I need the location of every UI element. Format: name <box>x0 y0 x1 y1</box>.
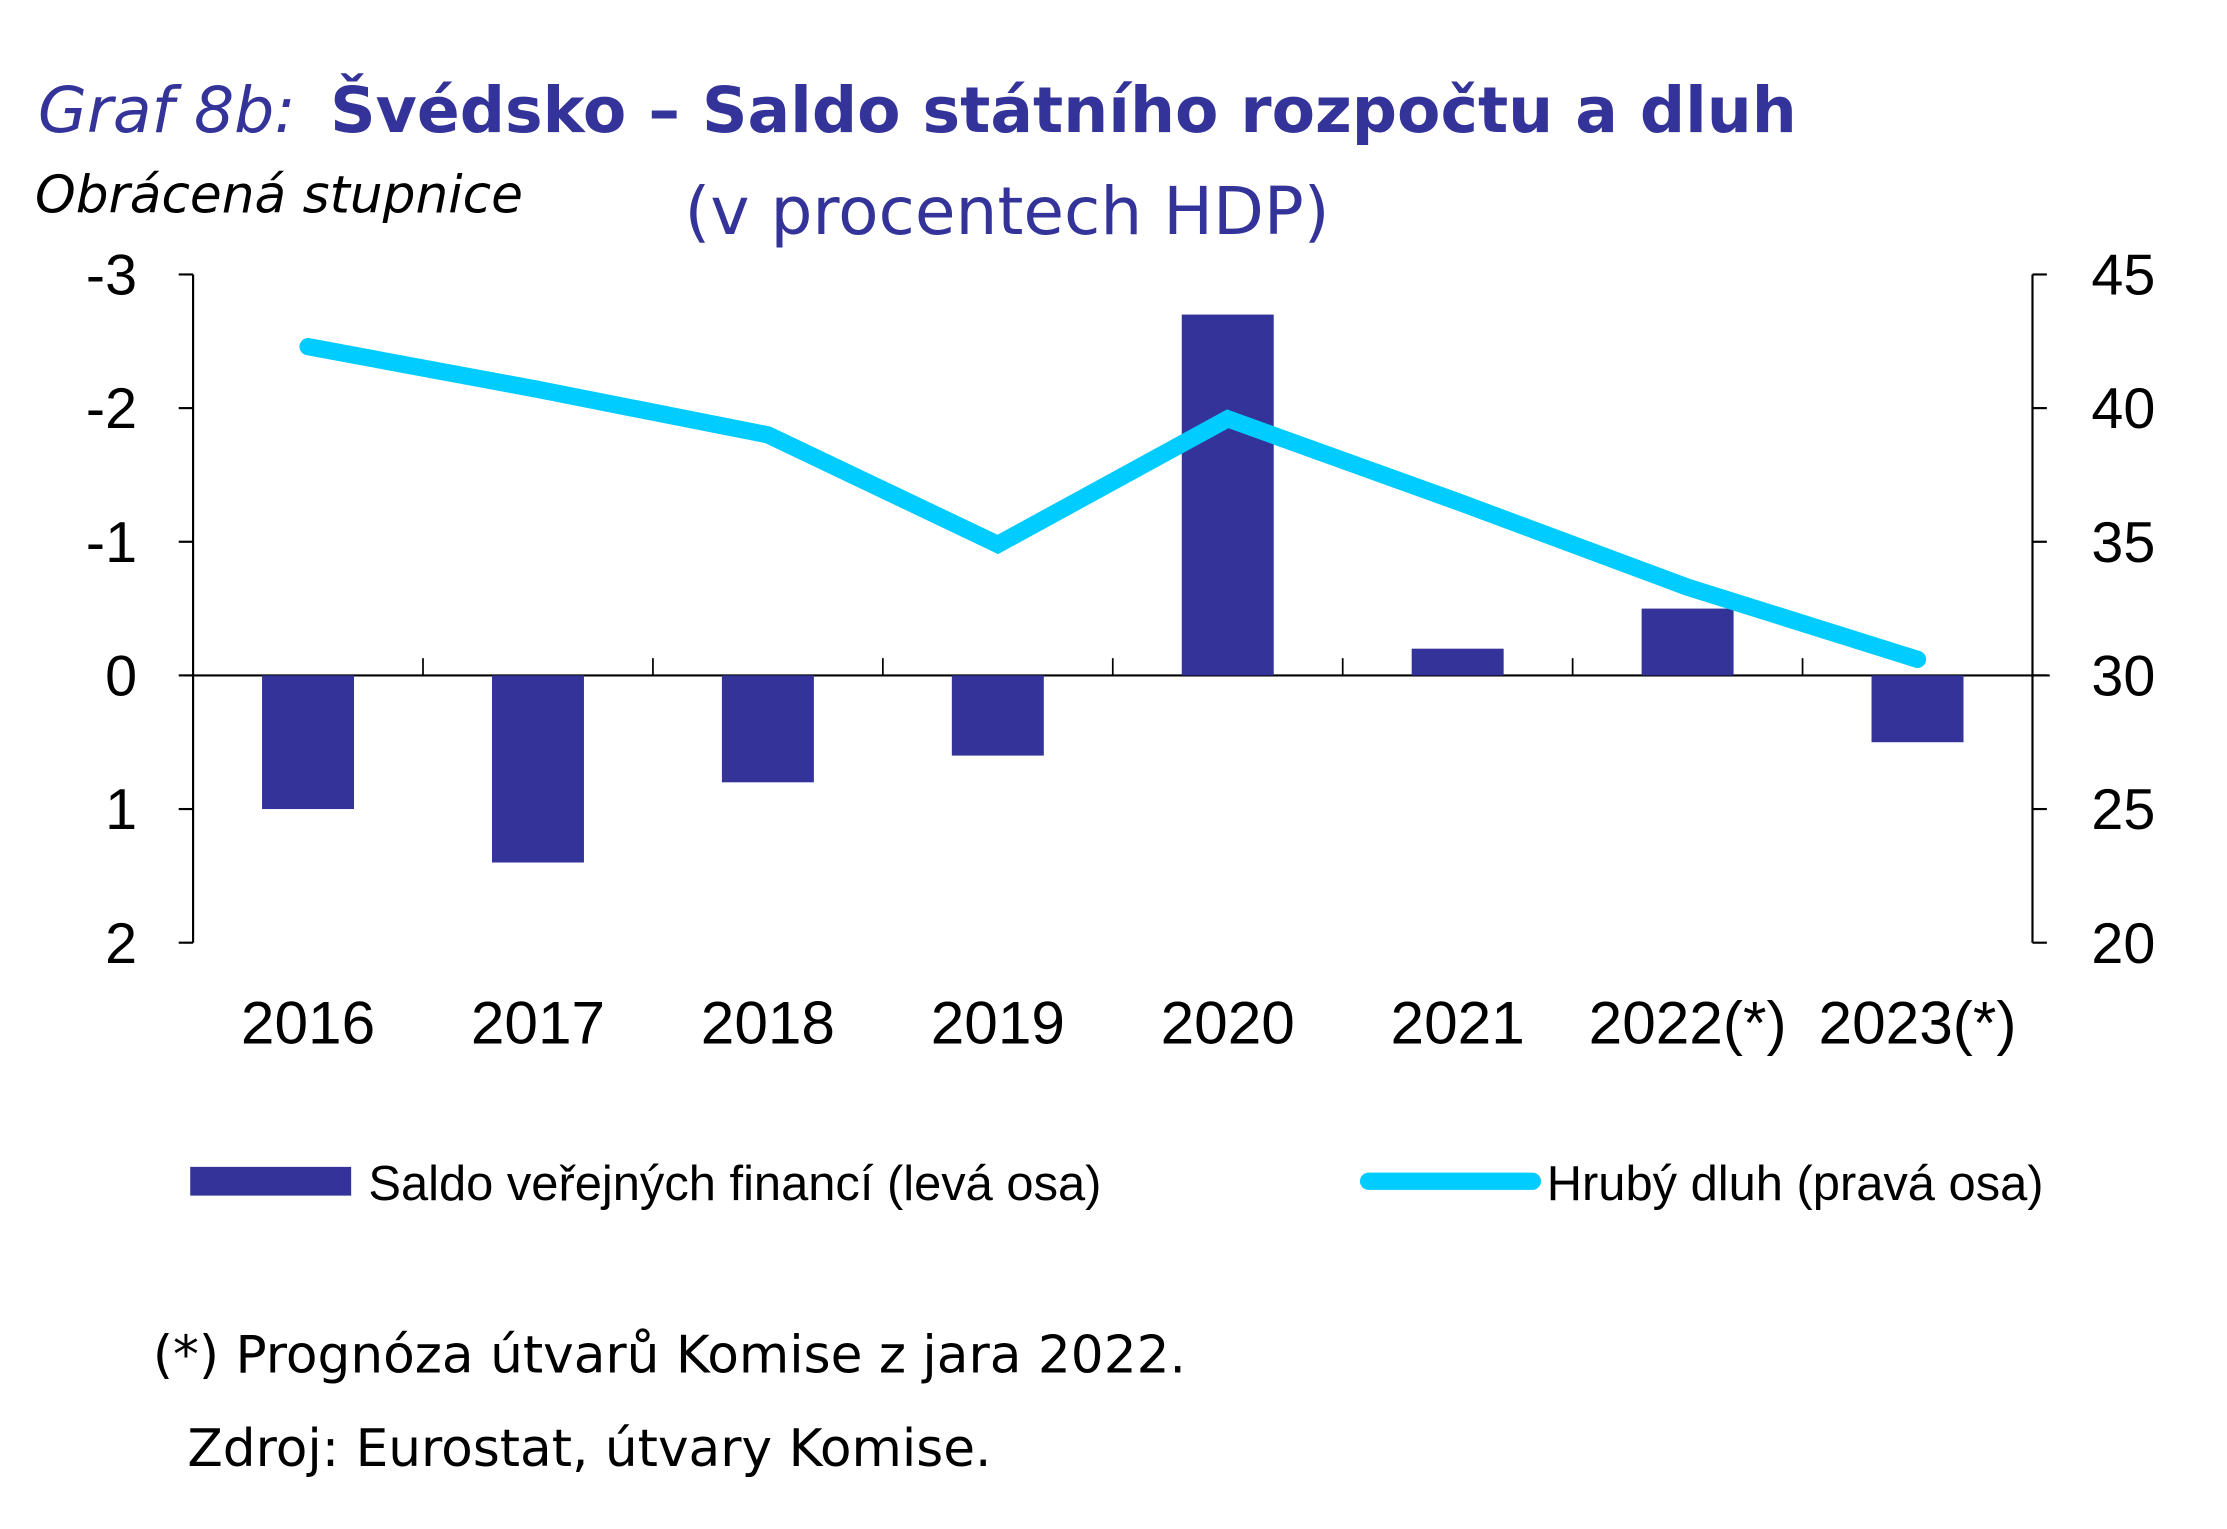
category-label: 2016 <box>241 988 375 1056</box>
category-label: 2022(*) <box>1589 988 1787 1056</box>
left-tick-label: -3 <box>86 244 137 308</box>
left-tick-label: 0 <box>105 645 137 709</box>
category-label: 2021 <box>1391 988 1525 1056</box>
left-tick-label: -1 <box>86 511 137 575</box>
legend-line-label: Hrubý dluh (pravá osa) <box>1547 1157 2044 1211</box>
debt-line <box>299 338 1927 668</box>
right-tick-label: 30 <box>2091 645 2155 709</box>
bar <box>1641 608 1734 676</box>
category-label: 2019 <box>931 988 1065 1056</box>
debt-line-path <box>299 338 1927 668</box>
legend: Saldo veřejných financí (levá osa) Hrubý… <box>190 1157 2044 1211</box>
left-tick-label: -2 <box>86 377 137 441</box>
left-tick-label: 2 <box>105 912 137 976</box>
bar <box>262 675 355 810</box>
right-tick-label: 45 <box>2091 244 2155 308</box>
category-label: 2017 <box>471 988 605 1056</box>
category-label: 2018 <box>701 988 835 1056</box>
chart-title: Švédsko – Saldo státního rozpočtu a dluh <box>330 72 1797 147</box>
legend-bar-swatch <box>190 1166 352 1196</box>
axes: -3 -2 -1 0 1 2 45 40 35 30 25 20 2016 2017 2018 2019 202… <box>86 244 2155 1057</box>
left-tick-label: 1 <box>105 778 137 842</box>
bar <box>1411 648 1504 676</box>
category-label: 2023(*) <box>1819 988 2017 1056</box>
bar <box>1181 314 1274 676</box>
chart-subtitle: (v procentech HDP) <box>685 173 1330 250</box>
source: Zdroj: Eurostat, útvary Komise. <box>187 1419 991 1479</box>
right-tick-label: 20 <box>2091 912 2155 976</box>
svg-text:Graf 8b: Švédsko – Saldo s: Graf 8b: Švédsko – Saldo státního rozpoč… <box>38 72 1797 147</box>
legend-bar-label: Saldo veřejných financí (levá osa) <box>368 1157 1101 1211</box>
left-axis-note: Obrácená stupnice <box>35 166 523 226</box>
footnote: (*) Prognóza útvarů Komise z jara 2022. <box>153 1325 1186 1385</box>
category-label: 2020 <box>1161 988 1295 1056</box>
bar <box>951 675 1044 756</box>
right-tick-label: 35 <box>2091 511 2155 575</box>
bar <box>1871 675 1964 743</box>
right-tick-label: 25 <box>2091 778 2155 842</box>
chart-title-prefix: Graf 8b: <box>38 73 296 147</box>
bar <box>491 675 584 863</box>
bars <box>262 314 1964 863</box>
bar <box>721 675 814 783</box>
right-tick-label: 40 <box>2091 377 2155 441</box>
